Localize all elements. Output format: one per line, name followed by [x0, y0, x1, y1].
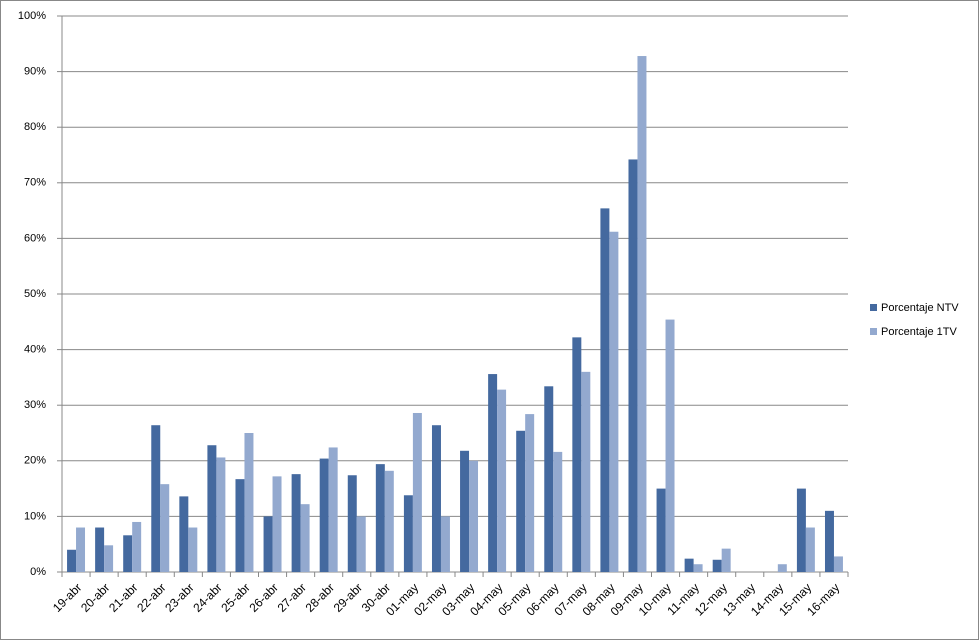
- y-tick-label: 60%: [24, 232, 46, 244]
- bar: [721, 548, 731, 572]
- bar: [693, 564, 703, 572]
- bar: [403, 495, 413, 572]
- bar: [581, 371, 591, 572]
- bar: [132, 521, 142, 572]
- bar: [123, 535, 133, 572]
- y-tick-label: 30%: [24, 399, 46, 411]
- bar: [684, 558, 694, 572]
- bar: [796, 488, 806, 572]
- bar: [665, 319, 675, 572]
- bar: [263, 516, 273, 572]
- bar: [375, 464, 385, 572]
- bar: [319, 458, 329, 572]
- bar: [160, 484, 170, 572]
- bar: [151, 425, 161, 572]
- bar: [291, 474, 301, 572]
- y-tick-label: 20%: [24, 455, 46, 467]
- bar: [525, 414, 535, 572]
- legend-swatch: [870, 304, 877, 311]
- bar: [712, 559, 722, 572]
- bar: [805, 527, 815, 572]
- bar: [67, 549, 77, 572]
- bar: [244, 433, 254, 572]
- legend-label: Porcentaje 1TV: [881, 326, 957, 338]
- bar: [412, 412, 422, 572]
- bar: [347, 475, 357, 572]
- bar: [777, 564, 787, 572]
- y-tick-label: 80%: [24, 121, 46, 133]
- bar: [104, 545, 114, 572]
- legend-label: Porcentaje NTV: [881, 302, 959, 314]
- bar: [488, 374, 498, 572]
- bar: [637, 56, 647, 573]
- bar: [833, 556, 843, 572]
- bar: [76, 527, 86, 572]
- bar: [553, 451, 563, 572]
- y-tick-label: 0%: [30, 566, 46, 578]
- y-tick-label: 100%: [18, 10, 46, 22]
- bar: [460, 450, 470, 572]
- bar: [179, 496, 189, 572]
- bar: [216, 457, 226, 572]
- bar: [431, 425, 441, 572]
- y-tick-label: 90%: [24, 66, 46, 78]
- bar: [95, 527, 105, 572]
- bar: [516, 430, 526, 572]
- bar: [356, 516, 366, 572]
- bar: [188, 527, 198, 572]
- y-tick-label: 50%: [24, 288, 46, 300]
- bar: [440, 516, 450, 572]
- legend-swatch: [870, 328, 877, 335]
- bar: [572, 337, 582, 572]
- bar: [469, 460, 479, 572]
- y-tick-label: 70%: [24, 177, 46, 189]
- bar: [600, 208, 610, 572]
- bar: [384, 470, 394, 572]
- bar: [272, 476, 282, 572]
- y-tick-label: 40%: [24, 344, 46, 356]
- bar: [628, 159, 638, 572]
- bar: [300, 504, 310, 572]
- bar: [656, 488, 666, 572]
- bar: [824, 510, 834, 572]
- bar: [544, 386, 554, 572]
- bar: [328, 447, 338, 572]
- bar: [235, 479, 245, 572]
- y-tick-label: 10%: [24, 510, 46, 522]
- bar: [497, 389, 507, 572]
- bar: [609, 231, 619, 572]
- bar: [207, 445, 217, 572]
